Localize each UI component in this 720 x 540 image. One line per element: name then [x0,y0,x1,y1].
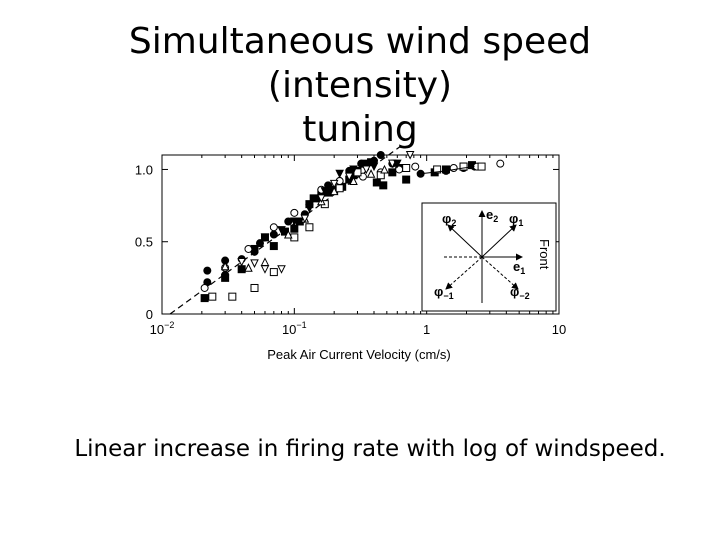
data-point-triangle [380,164,389,174]
data-point-triangle [283,229,293,239]
phi-minus1-arrow [445,256,483,290]
data-point-triangle [349,176,358,186]
data-point-triangle [244,263,253,272]
data-point-triangle-down [344,172,354,182]
data-point-circle [255,239,264,248]
data-point-triangle-down [277,226,286,235]
data-point-triangle-down [317,194,326,203]
data-point-triangle-down [362,165,371,175]
phi-minus1-label: φ−1 [434,284,454,301]
phi1-arrow [481,224,517,258]
data-point-square [402,164,411,173]
data-point-square [237,265,246,274]
e1-label: e1 [513,259,525,276]
phi-minus2-label: φ−2 [510,284,530,301]
data-point-square [221,273,230,282]
wind-speed-tuning-chart: 10−2 10−1 1 10 0 0.5 1.0 φ2 e2 φ1 e1 φ−1 φ−2 F… [135,145,566,362]
data-point-triangle-down [349,165,358,175]
phi2-arrow [447,224,483,258]
data-point-triangle-down [260,233,270,243]
data-point-triangle-down [277,265,286,274]
data-point-circle [411,162,420,171]
data-point-triangle [329,186,339,196]
phi1-label: φ1 [509,211,523,228]
data-point-triangle-down [250,259,259,269]
data-point-triangle-down [260,265,270,274]
x-tick-label: 10−2 [150,320,175,337]
data-point-circle [376,151,385,159]
data-point-square [388,168,397,177]
data-point-square [228,292,237,301]
data-point-square [433,165,442,174]
x-tick-label: 1 [423,322,430,337]
data-point-triangle-down [405,151,415,160]
front-label: Front [537,239,552,270]
data-point-square [376,171,385,180]
data-point-triangle-down [320,187,330,196]
e2-label: e2 [486,207,498,224]
saturation-line [420,166,475,175]
data-point-square [208,292,217,301]
slide-title: Simultaneous wind speed (intensity) tuni… [40,20,680,152]
data-point-square [372,178,381,187]
data-point-square [379,181,388,190]
data-point-circle [284,217,293,226]
data-point-circle [200,283,209,292]
data-point-circle [496,159,505,168]
data-point-triangle-down [369,162,379,172]
data-point-triangle [220,261,230,271]
data-point-triangle-down [335,169,344,179]
data-point-square [305,223,314,232]
data-point-triangle-down [300,214,310,224]
data-point-square [459,162,468,171]
data-point-triangle-down [387,159,397,169]
data-point-square [269,268,278,277]
data-point-circle [290,208,299,217]
data-point-square [477,162,486,171]
plot-frame [161,154,560,315]
y-tick-label: 0.5 [135,235,153,250]
data-point-square [367,158,376,167]
y-tick-label: 1.0 [135,162,153,177]
data-point-circle [269,230,278,239]
slide-title-line-2: tuning [302,109,418,150]
data-point-square [442,165,451,174]
data-point-square [402,175,411,184]
data-point-circle [269,223,278,232]
phi-minus2-arrow [481,256,519,290]
data-point-square [290,224,299,233]
data-point-triangle-down [329,179,339,189]
data-point-triangle-down [305,204,314,214]
x-axis-label: Peak Air Current Velocity (cm/s) [267,347,451,362]
x-tick-label: 10−1 [282,320,307,337]
data-point-square [250,283,259,292]
slide-title-line-1: Simultaneous wind speed (intensity) [128,21,592,106]
data-point-triangle-down [250,246,259,256]
data-points [200,151,505,303]
slide-caption: Linear increase in firing rate with log … [74,436,666,462]
phi2-label: φ2 [442,211,456,228]
axis-ticks: 10−2 10−1 1 10 0 0.5 1.0 [135,155,566,337]
data-point-triangle-down [237,257,246,267]
data-point-square [269,242,278,251]
data-point-triangle-down [290,217,299,227]
data-point-circle [203,266,212,275]
plot-border [161,154,560,315]
data-point-triangle [366,169,376,178]
data-point-square [309,194,318,203]
data-point-square [335,184,344,193]
data-point-triangle-down [392,159,402,169]
x-tick-label: 10 [552,322,566,337]
data-point-square [200,294,209,303]
y-tick-label: 0 [146,307,153,322]
data-point-triangle [260,257,270,266]
inset-diagram: φ2 e2 φ1 e1 φ−1 φ−2 Front [421,202,557,312]
